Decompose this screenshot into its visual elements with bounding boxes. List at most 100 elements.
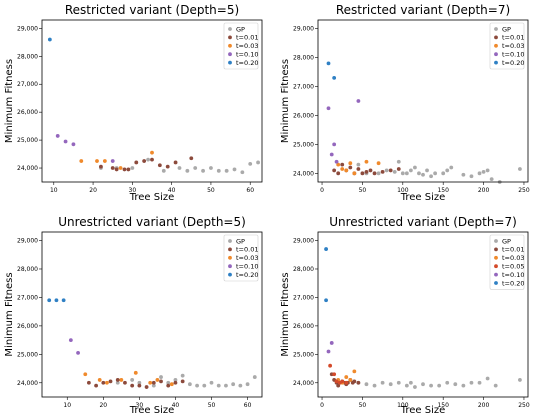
x-tick-label: 10 [63,402,71,409]
legend: GPt=0.01t=0.03t=0.10t=0.20 [489,22,525,70]
data-point [63,139,68,144]
data-point [352,379,357,384]
x-tick-label: 50 [359,402,367,409]
data-point [97,378,102,382]
data-point [421,382,425,387]
legend-marker [228,239,232,243]
data-point [119,378,124,382]
data-point [165,164,170,169]
data-point [344,168,349,173]
legend-marker [228,35,232,40]
data-point [332,142,337,147]
data-point [425,168,429,173]
x-tick-label: 20 [99,402,107,409]
data-point [161,168,166,173]
data-point [408,168,413,173]
data-point [380,169,385,174]
data-point [159,379,163,384]
data-point [83,372,88,377]
data-point [334,159,339,164]
data-point [380,380,385,385]
legend-marker [228,264,232,269]
data-point [388,168,393,173]
data-point [137,383,142,388]
legend-entry: t=0.20 [502,279,524,287]
data-point [68,338,73,343]
legend-entry: t=0.01 [502,34,524,42]
data-point [356,99,361,103]
data-point [408,380,413,385]
data-point [344,380,349,385]
data-point [252,375,257,379]
legend-entry: GP [236,25,245,33]
legend-marker [494,255,498,260]
data-point [216,383,221,388]
legend-entry: t=0.03 [236,254,258,262]
data-point [118,166,123,170]
y-tick-label: 27,000 [17,294,38,301]
x-tick-label: 60 [244,402,252,409]
plot-frame [317,19,529,183]
data-point [110,166,115,170]
x-tick-label: 30 [129,187,137,194]
data-point [151,383,156,388]
data-point [328,363,333,368]
data-point [123,380,127,385]
data-point [110,159,115,163]
x-tick-label: 250 [518,402,530,409]
legend-marker [494,281,498,285]
data-point [79,159,84,163]
data-point [166,380,171,385]
data-point [396,167,401,171]
data-point [429,174,433,179]
data-point [224,383,228,388]
data-point [114,167,119,172]
x-axis-label: Tree Size [400,405,446,416]
data-point [187,382,192,387]
data-point [449,165,454,170]
legend-marker [494,239,498,243]
legend-marker [494,60,498,65]
y-tick-label: 28,000 [293,266,314,273]
data-point [326,106,331,111]
data-point [469,380,474,385]
data-point [115,378,120,382]
legend-entry: t=0.03 [502,254,524,262]
x-tick-label: 30 [136,402,144,409]
legend-box [489,22,525,70]
data-point [115,380,120,385]
data-point [518,378,522,382]
data-point [55,134,60,138]
data-point [384,168,389,173]
legend-marker [494,52,498,57]
x-tick-label: 150 [437,187,449,194]
data-point [142,159,147,163]
data-point [332,168,337,173]
data-point [485,376,490,381]
data-point [356,162,361,167]
x-axis-label: Tree Size [129,192,175,203]
y-tick-label: 29,000 [17,238,38,245]
legend-entry: t=0.01 [236,34,258,42]
data-point [159,375,163,379]
data-point [71,142,76,147]
chart-panel-4: Unrestricted variant (Depth=7) Tree Size M… [280,215,530,416]
data-point [130,378,135,382]
data-point [329,341,334,345]
data-point [101,380,106,385]
data-point [329,152,334,157]
x-tick-label: 250 [518,187,530,194]
data-point [477,171,482,176]
data-point [445,168,450,173]
data-point [433,171,438,176]
legend-entry: GP [502,25,511,33]
data-point [340,162,345,167]
x-tick-label: 200 [478,402,490,409]
x-axis-label: Tree Size [129,405,175,416]
y-axis-label: Minimum Fitness [280,272,291,356]
data-point [209,166,213,170]
legend-marker [228,52,232,57]
y-tick-label: 24,000 [17,165,38,172]
data-point [421,172,425,177]
legend: GPt=0.01t=0.03t=0.10t=0.20 [223,234,258,282]
